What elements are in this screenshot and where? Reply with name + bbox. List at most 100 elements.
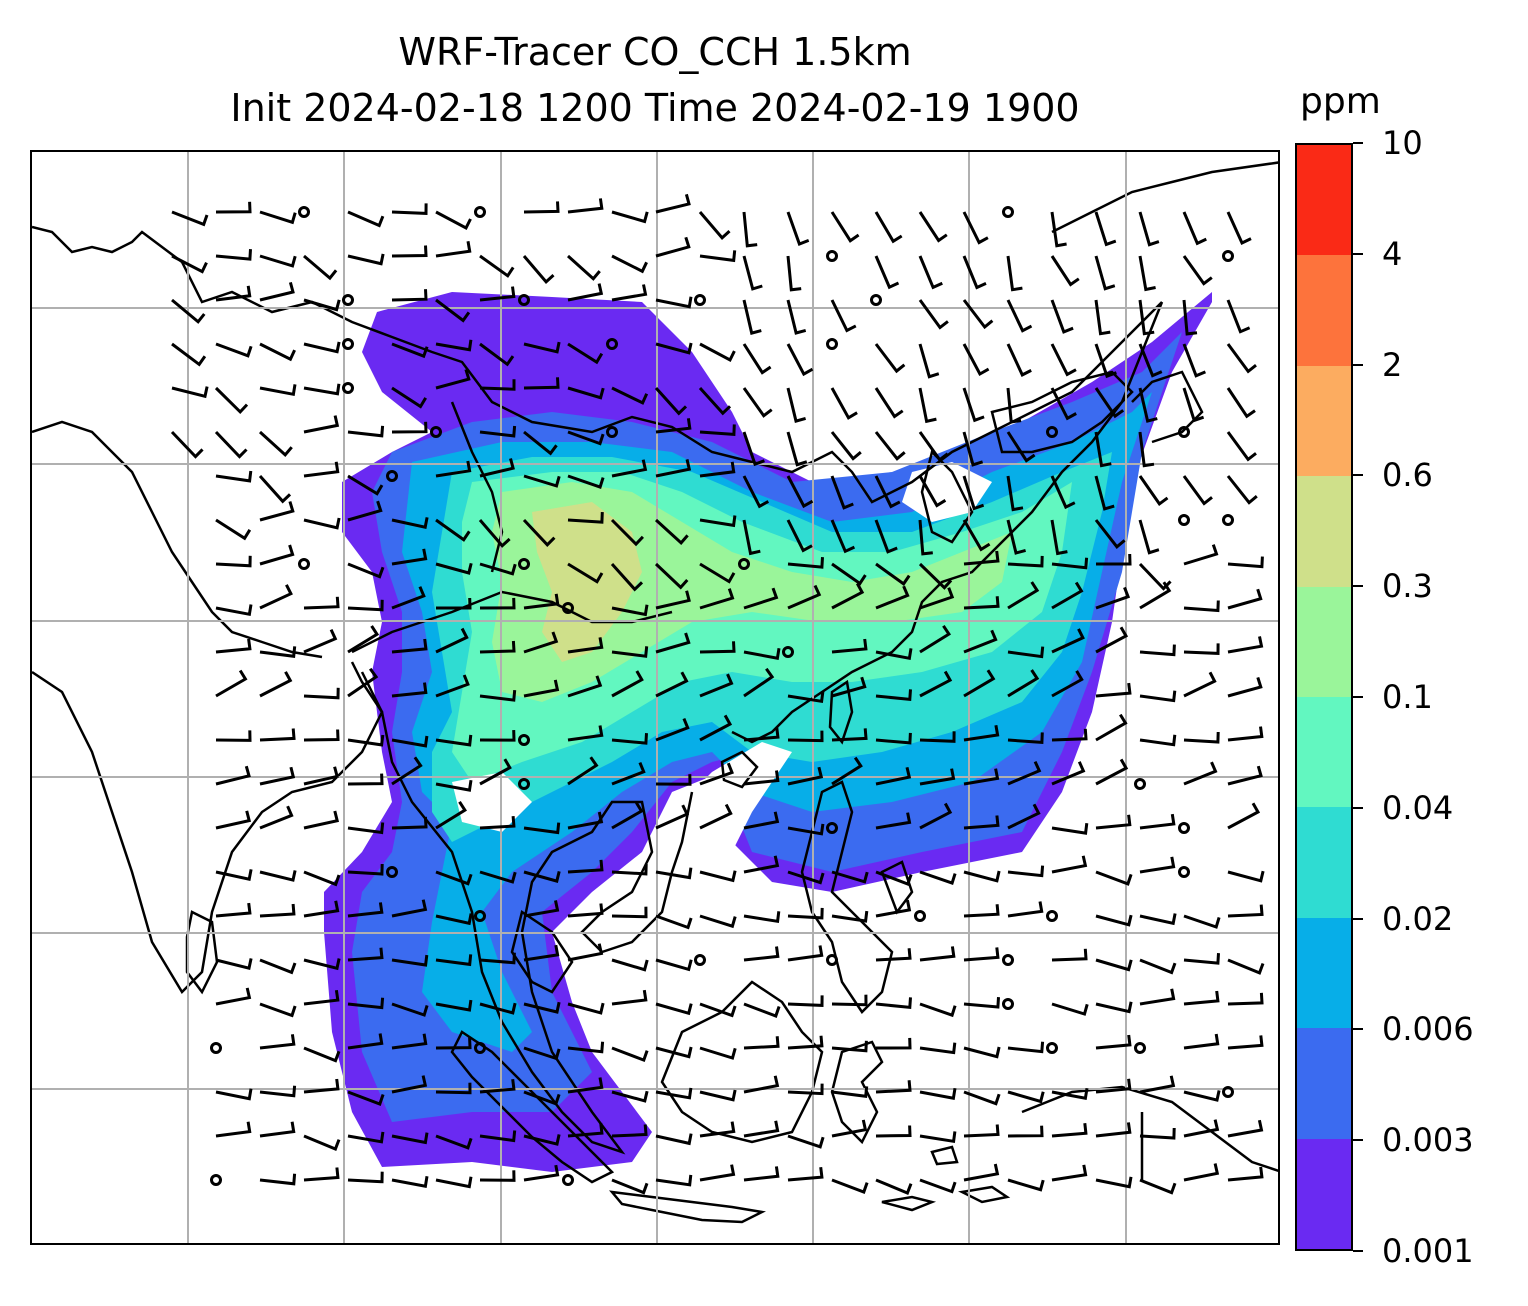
wind-barb: [1183, 1033, 1220, 1050]
wind-barb: [699, 714, 733, 742]
wind-barb: [611, 906, 648, 919]
wind-barb: [699, 673, 734, 698]
wind-barb: [874, 211, 903, 244]
wind-barb: [655, 236, 691, 258]
wind-barb: [655, 914, 693, 930]
india-coastline: [32, 661, 384, 995]
wind-barb: [347, 902, 384, 918]
wind-barb: [259, 282, 295, 302]
wind-barb: [1138, 255, 1156, 292]
wind-barb: [435, 954, 473, 967]
wind-barb: [567, 474, 605, 490]
wind-barb: [874, 431, 906, 461]
wind-barb: [1050, 299, 1074, 334]
wind-barb: [742, 299, 762, 335]
wind-barb: [963, 947, 1000, 962]
wind-barb: [1094, 211, 1117, 247]
wind-barb: [479, 254, 515, 278]
wind-barb: [479, 379, 516, 391]
calm-wind-marker: [738, 558, 750, 570]
calm-wind-marker: [474, 206, 486, 218]
colorbar-segment-4: [1297, 696, 1351, 808]
wind-barb: [1183, 731, 1220, 744]
wind-barb: [523, 870, 561, 883]
wind-barb: [963, 1124, 1000, 1138]
small-islands: [881, 1145, 1011, 1212]
wind-barb: [963, 1163, 1000, 1182]
wind-barb: [215, 249, 252, 261]
wind-barb: [742, 431, 765, 467]
wind-barb: [522, 255, 555, 284]
wind-barb: [1007, 581, 1040, 610]
wind-barb: [1051, 1002, 1089, 1016]
wind-barb: [1007, 865, 1045, 878]
wind-barb: [303, 989, 340, 1006]
wind-barb: [1139, 1075, 1176, 1094]
wind-barb: [259, 584, 293, 610]
wind-barb: [962, 211, 989, 245]
wind-barb: [1227, 1166, 1264, 1182]
wind-barb: [962, 387, 985, 423]
wind-barb: [787, 1083, 824, 1096]
wind-barb: [655, 774, 692, 786]
wind-barb: [699, 870, 737, 883]
wind-barb: [963, 724, 1000, 742]
wind-barb: [963, 596, 1000, 610]
wind-barb: [743, 855, 780, 874]
wind-barb: [523, 1001, 561, 1014]
wind-barb: [303, 687, 340, 700]
wind-barb: [1094, 387, 1125, 419]
wind-barb: [1051, 728, 1088, 742]
wind-barb: [1183, 600, 1220, 613]
wind-barb: [1095, 1176, 1133, 1189]
wind-barb: [1007, 646, 1045, 659]
wind-barb: [611, 1090, 649, 1103]
wind-barb: [1096, 553, 1132, 566]
wind-barb: [215, 285, 252, 302]
east-asia-coast: [731, 301, 1164, 744]
java-outline: [609, 1190, 766, 1224]
wind-barb: [875, 585, 910, 610]
wind-barb: [698, 211, 731, 241]
wind-barb: [436, 597, 472, 610]
wind-barb: [655, 459, 692, 478]
wind-barb: [303, 729, 340, 742]
wind-barb: [479, 1079, 516, 1094]
philippines-islands: [800, 780, 914, 1014]
wind-barb: [303, 958, 341, 971]
wind-barb: [1050, 387, 1077, 421]
wind-barb: [918, 255, 943, 290]
colorbar-tick: [1353, 917, 1363, 920]
wind-barb: [391, 245, 428, 258]
wind-barb: [743, 648, 781, 660]
wind-barb: [435, 518, 471, 542]
wind-barb: [347, 210, 385, 228]
wind-barb: [479, 952, 516, 965]
wind-barb: [1183, 1119, 1220, 1138]
map-title-line-2: Init 2024-02-18 1200 Time 2024-02-19 190…: [230, 86, 1080, 130]
calm-wind-marker: [1046, 910, 1058, 922]
colorbar-tick: [1353, 585, 1363, 588]
calm-wind-marker: [298, 558, 310, 570]
wind-barb: [875, 689, 912, 702]
wind-barb: [1050, 211, 1067, 248]
wind-barb: [303, 766, 339, 786]
wind-barb: [215, 869, 253, 881]
wind-barb: [611, 646, 649, 658]
wind-barb: [875, 948, 912, 962]
wind-barb: [1227, 676, 1263, 698]
wind-barb: [303, 628, 338, 654]
wind-barb: [1139, 690, 1177, 703]
wind-barb: [1227, 870, 1265, 883]
wind-barb: [699, 1089, 737, 1102]
wind-barb: [479, 815, 516, 830]
wind-barb: [258, 430, 293, 457]
calm-wind-marker: [562, 602, 574, 614]
calm-wind-marker: [1222, 1086, 1234, 1098]
wind-barb: [1183, 914, 1221, 929]
wind-barb: [567, 1077, 604, 1094]
wind-barb: [303, 900, 340, 918]
wind-barb: [1050, 255, 1080, 287]
calm-wind-marker: [474, 1042, 486, 1054]
map-title-line-1: WRF-Tracer CO_CCH 1.5km: [398, 30, 912, 74]
